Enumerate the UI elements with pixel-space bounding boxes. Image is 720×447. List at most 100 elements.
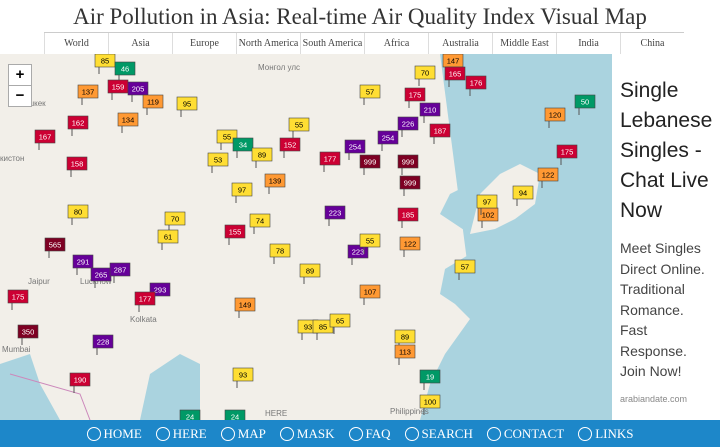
aqi-marker[interactable]: 55: [359, 233, 381, 254]
aqi-marker[interactable]: 175: [556, 144, 578, 165]
aqi-marker[interactable]: 167: [34, 129, 56, 150]
aqi-marker[interactable]: 254: [344, 139, 366, 160]
aqi-marker[interactable]: 57: [454, 259, 476, 280]
aqi-marker[interactable]: 265: [90, 267, 112, 288]
aqi-marker[interactable]: 162: [67, 115, 89, 136]
aqi-marker[interactable]: 95: [176, 96, 198, 117]
aqi-marker[interactable]: 155: [224, 224, 246, 245]
aqi-marker[interactable]: 122: [399, 236, 421, 257]
nav-item[interactable]: CONTACT: [486, 426, 564, 442]
aqi-marker[interactable]: 177: [134, 291, 156, 312]
nav-item[interactable]: MAP: [220, 426, 266, 442]
aqi-marker[interactable]: 565: [44, 237, 66, 258]
aqi-marker[interactable]: 89: [251, 147, 273, 168]
aqi-marker[interactable]: 107: [359, 284, 381, 305]
marker-flag: [299, 263, 321, 278]
aqi-marker[interactable]: 97: [476, 194, 498, 215]
aqi-marker[interactable]: 53: [207, 152, 229, 173]
aqi-marker[interactable]: 89: [299, 263, 321, 284]
aqi-value: 122: [542, 171, 555, 180]
tab[interactable]: China: [620, 33, 684, 54]
zoom-in[interactable]: +: [8, 64, 32, 86]
tab[interactable]: India: [556, 33, 620, 54]
zoom-out[interactable]: −: [8, 85, 32, 107]
aqi-marker[interactable]: 175: [404, 87, 426, 108]
ad-body-line: Response.: [620, 342, 687, 359]
aqi-marker[interactable]: 113: [394, 344, 416, 365]
aqi-marker[interactable]: 55: [288, 117, 310, 138]
marker-flag: [465, 75, 487, 90]
nav-item[interactable]: SEARCH: [404, 426, 473, 442]
aqi-marker[interactable]: 177: [319, 151, 341, 172]
nav-item[interactable]: LINKS: [578, 426, 633, 442]
aqi-marker[interactable]: 122: [537, 167, 559, 188]
aqi-marker[interactable]: 228: [92, 334, 114, 355]
aqi-marker[interactable]: 100: [419, 394, 441, 415]
tab[interactable]: North America: [236, 33, 300, 54]
aqi-marker[interactable]: 999: [359, 154, 381, 175]
tab[interactable]: World: [44, 33, 108, 54]
aqi-marker[interactable]: 165: [444, 66, 466, 87]
aqi-marker[interactable]: 93: [232, 367, 254, 388]
aqi-marker[interactable]: 50: [574, 94, 596, 115]
aqi-marker[interactable]: 57: [359, 84, 381, 105]
aqi-marker[interactable]: 120: [544, 107, 566, 128]
aqi-marker[interactable]: 190: [69, 372, 91, 393]
tab[interactable]: Australia: [428, 33, 492, 54]
aqi-marker[interactable]: 89: [394, 329, 416, 350]
nav-label: HOME: [103, 425, 142, 441]
aqi-marker[interactable]: 175: [7, 289, 29, 310]
aqi-marker[interactable]: 999: [397, 154, 419, 175]
aqi-marker[interactable]: 226: [397, 116, 419, 137]
tab[interactable]: Europe: [172, 33, 236, 54]
tab[interactable]: Africa: [364, 33, 428, 54]
nav-item[interactable]: HOME: [86, 425, 142, 442]
aqi-marker[interactable]: 85: [94, 54, 116, 74]
aqi-marker[interactable]: 65: [329, 313, 351, 334]
aqi-marker[interactable]: 149: [234, 297, 256, 318]
aqi-marker[interactable]: 999: [399, 175, 421, 196]
nav-item[interactable]: MASK: [279, 426, 335, 442]
aqi-marker[interactable]: 176: [465, 75, 487, 96]
aqi-marker[interactable]: 350: [17, 324, 39, 345]
nav-item[interactable]: HERE: [155, 426, 207, 442]
tab[interactable]: Middle East: [492, 33, 556, 54]
aqi-marker[interactable]: 139: [264, 173, 286, 194]
aqi-marker[interactable]: 137: [77, 84, 99, 105]
aqi-marker[interactable]: 34: [232, 137, 254, 158]
aqi-marker[interactable]: 187: [429, 123, 451, 144]
aqi-marker[interactable]: 19: [419, 369, 441, 390]
aqi-marker[interactable]: 254: [377, 130, 399, 151]
aqi-marker[interactable]: 287: [109, 262, 131, 283]
aqi-marker[interactable]: 102: [477, 207, 499, 228]
aqi-marker[interactable]: 55: [216, 129, 238, 150]
aqi-marker[interactable]: 152: [279, 137, 301, 158]
aqi-marker[interactable]: 78: [269, 243, 291, 264]
aqi-marker[interactable]: 97: [231, 182, 253, 203]
tab[interactable]: Asia: [108, 33, 172, 54]
aqi-marker[interactable]: 74: [249, 213, 271, 234]
tab[interactable]: South America: [300, 33, 364, 54]
marker-flag: [359, 233, 381, 248]
aqi-marker[interactable]: 80: [67, 204, 89, 225]
aqi-marker[interactable]: 70: [164, 211, 186, 232]
aqi-marker[interactable]: 24: [179, 409, 201, 421]
aqi-marker[interactable]: 291: [72, 254, 94, 275]
aqi-value: 159: [112, 83, 125, 92]
aqi-marker[interactable]: 185: [397, 207, 419, 228]
aqi-marker[interactable]: 94: [512, 185, 534, 206]
aqi-value: 24: [186, 413, 194, 421]
aqi-marker[interactable]: 210: [419, 102, 441, 123]
aqi-marker[interactable]: 223: [324, 205, 346, 226]
advertisement[interactable]: Single Lebanese Singles - Chat Live Now Meet …: [612, 54, 720, 420]
aqi-marker[interactable]: 61: [157, 229, 179, 250]
aqi-marker[interactable]: 158: [66, 156, 88, 177]
aqi-marker[interactable]: 205: [127, 81, 149, 102]
aqi-marker[interactable]: 134: [117, 112, 139, 133]
nav-item[interactable]: FAQ: [348, 426, 391, 442]
aqi-marker[interactable]: 119: [142, 94, 164, 115]
aqi-marker[interactable]: 70: [414, 65, 436, 86]
aqi-marker[interactable]: 24: [224, 409, 246, 420]
aqi-value: 46: [121, 65, 129, 74]
aqi-marker[interactable]: 223: [347, 244, 369, 265]
